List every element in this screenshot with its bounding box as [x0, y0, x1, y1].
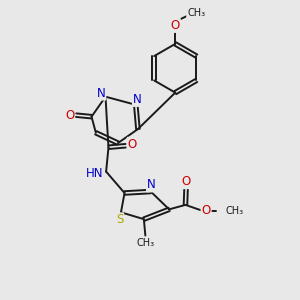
Text: S: S	[116, 213, 123, 226]
Text: CH₃: CH₃	[187, 8, 205, 18]
Text: O: O	[65, 109, 74, 122]
Text: O: O	[128, 138, 137, 151]
Text: CH₃: CH₃	[226, 206, 244, 215]
Text: N: N	[133, 93, 142, 106]
Text: N: N	[97, 87, 105, 100]
Text: O: O	[182, 175, 191, 188]
Text: N: N	[147, 178, 156, 191]
Text: O: O	[171, 19, 180, 32]
Text: O: O	[202, 204, 211, 217]
Text: HN: HN	[86, 167, 104, 180]
Text: CH₃: CH₃	[137, 238, 155, 248]
